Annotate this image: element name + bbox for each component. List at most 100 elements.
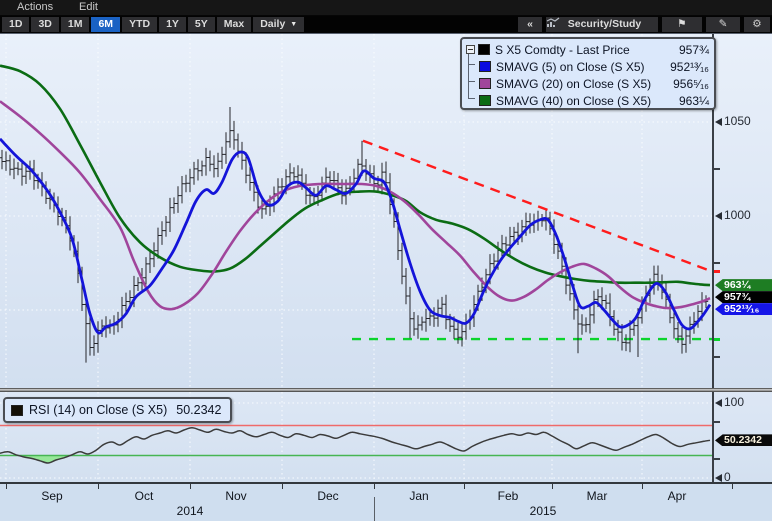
legend-label: SMAVG (5) on Close (S X5) [496, 59, 645, 74]
price-tag: 952¹³⁄₁₆ [715, 303, 772, 316]
rsi-legend[interactable]: RSI (14) on Close (S X5) 50.2342 [3, 397, 233, 423]
legend-row-smavg20[interactable]: SMAVG (20) on Close (S X5) 956⁵⁄₁₆ [466, 75, 709, 92]
rsi-plot[interactable] [0, 392, 712, 482]
rsi-axis-minor-tick [714, 420, 720, 423]
rsi-axis-label: 0 [724, 470, 731, 484]
time-axis-tick [464, 484, 465, 489]
legend-row-smavg40[interactable]: SMAVG (40) on Close (S X5) 963¼ [466, 92, 709, 109]
time-axis: Sep Oct Nov Dec Jan Feb Mar Apr 2014 2015 [0, 482, 772, 521]
axis-tick-arrow [715, 474, 722, 482]
security-study-label: Security/Study [567, 18, 642, 30]
year-label-2015: 2015 [529, 504, 557, 518]
period-button-6m[interactable]: 6M [91, 17, 121, 32]
legend-value: 952¹³⁄₁₆ [670, 59, 709, 74]
menu-bar: Actions Edit [0, 0, 772, 16]
month-label-sep: Sep [41, 489, 63, 503]
time-axis-tick [190, 484, 191, 489]
time-axis-tick [282, 484, 283, 489]
year-divider [374, 497, 375, 521]
legend-value: 957¾ [678, 42, 709, 57]
resistance-trendline [362, 139, 712, 273]
period-button-1y[interactable]: 1Y [159, 17, 186, 32]
axis-tick-arrow [715, 212, 722, 220]
period-button-ytd[interactable]: YTD [122, 17, 158, 32]
rsi-panel[interactable]: 100 0 50.2342 RSI (14) on Close (S X5) 50.… [0, 392, 772, 484]
security-study-button[interactable]: Security/Study [546, 17, 658, 32]
price-axis-minor-tick [714, 168, 720, 170]
period-button-max[interactable]: Max [216, 17, 252, 32]
ma-line-5 [0, 137, 712, 335]
rsi-axis-label: 100 [724, 395, 745, 409]
month-label-mar: Mar [586, 489, 608, 503]
year-label-2014: 2014 [176, 504, 204, 518]
time-axis-tick [6, 484, 7, 489]
legend-collapse-icon[interactable] [466, 45, 475, 54]
rsi-value-tag: 50.2342 [715, 434, 772, 447]
legend-row-smavg5[interactable]: SMAVG (5) on Close (S X5) 952¹³⁄₁₆ [466, 58, 709, 75]
smavg5-swatch [479, 61, 491, 72]
time-axis-tick [98, 484, 99, 489]
toolbar: 1D 3D 1M 6M YTD 1Y 5Y Max Daily ▼ « Security/Stud… [0, 16, 772, 33]
legend-label: SMAVG (40) on Close (S X5) [496, 93, 652, 108]
flag-icon: ⚑ [677, 18, 687, 30]
annotate-button[interactable]: ✎ [706, 17, 740, 32]
month-label-dec: Dec [317, 489, 339, 503]
ohlc-bars [0, 107, 709, 363]
time-axis-tick [642, 484, 643, 489]
price-axis-minor-tick [714, 262, 720, 264]
support-end-tick [714, 337, 720, 341]
price-axis-label: 1000 [724, 208, 751, 222]
price-axis-label: 1050 [724, 114, 751, 128]
rsi-legend-value: 50.2342 [176, 403, 222, 417]
price-tag: 957¾ [715, 291, 772, 304]
rsi-oversold-fill [18, 455, 70, 463]
period-button-1d[interactable]: 1D [2, 17, 30, 32]
collapse-toolbar-button[interactable]: « [518, 17, 542, 32]
menu-actions[interactable]: Actions [17, 1, 54, 13]
period-button-1m[interactable]: 1M [60, 17, 90, 32]
month-label-apr: Apr [667, 489, 687, 503]
legend-tree-line [468, 49, 469, 99]
flag-button[interactable]: ⚑ [662, 17, 702, 32]
trendline-end-tick [714, 269, 720, 273]
rsi-line [0, 427, 711, 464]
period-button-5y[interactable]: 5Y [187, 17, 215, 32]
chevron-down-icon: ▼ [290, 21, 298, 28]
legend-value: 956⁵⁄₁₆ [673, 76, 709, 91]
period-button-group: 1D 3D 1M 6M YTD 1Y 5Y Max Daily ▼ [2, 17, 305, 32]
ma-line-20 [0, 100, 711, 311]
rsi-axis-minor-tick [714, 458, 720, 461]
last-price-swatch [478, 44, 490, 55]
rsi-axis: 100 0 50.2342 [712, 392, 772, 484]
axis-tick-arrow [715, 118, 722, 126]
time-axis-tick [374, 484, 375, 489]
smavg40-swatch [479, 95, 491, 106]
panel-separator[interactable] [0, 388, 772, 392]
rsi-swatch [11, 404, 23, 416]
legend-label: S X5 Comdty - Last Price [495, 42, 630, 57]
interval-dropdown[interactable]: Daily ▼ [253, 17, 305, 32]
annotate-pencil-icon: ✎ [718, 18, 728, 30]
rsi-legend-label: RSI (14) on Close (S X5) [29, 403, 168, 417]
period-button-3d[interactable]: 3D [31, 17, 59, 32]
settings-button[interactable]: ⚙ [744, 17, 770, 32]
legend-label: SMAVG (20) on Close (S X5) [496, 76, 652, 91]
month-label-feb: Feb [497, 489, 519, 503]
price-panel[interactable]: 1050 1000 963¼ 957¾ 952¹³⁄₁₆ S X5 Comdty - L… [0, 33, 772, 389]
month-label-oct: Oct [134, 489, 154, 503]
legend-row-last-price[interactable]: S X5 Comdty - Last Price 957¾ [466, 41, 709, 58]
time-axis-tick [732, 484, 733, 489]
menu-edit[interactable]: Edit [79, 1, 98, 13]
chart-legend: S X5 Comdty - Last Price 957¾ SMAVG (5) … [460, 37, 716, 110]
month-label-jan: Jan [409, 489, 429, 503]
price-axis: 1050 1000 963¼ 957¾ 952¹³⁄₁₆ [712, 34, 772, 388]
interval-label: Daily [260, 18, 286, 30]
legend-value: 963¼ [678, 93, 709, 108]
month-label-nov: Nov [225, 489, 247, 503]
price-tag: 963¼ [715, 279, 772, 292]
gear-icon: ⚙ [752, 18, 762, 30]
axis-tick-arrow [715, 399, 722, 407]
time-axis-tick [552, 484, 553, 489]
smavg20-swatch [479, 78, 491, 89]
